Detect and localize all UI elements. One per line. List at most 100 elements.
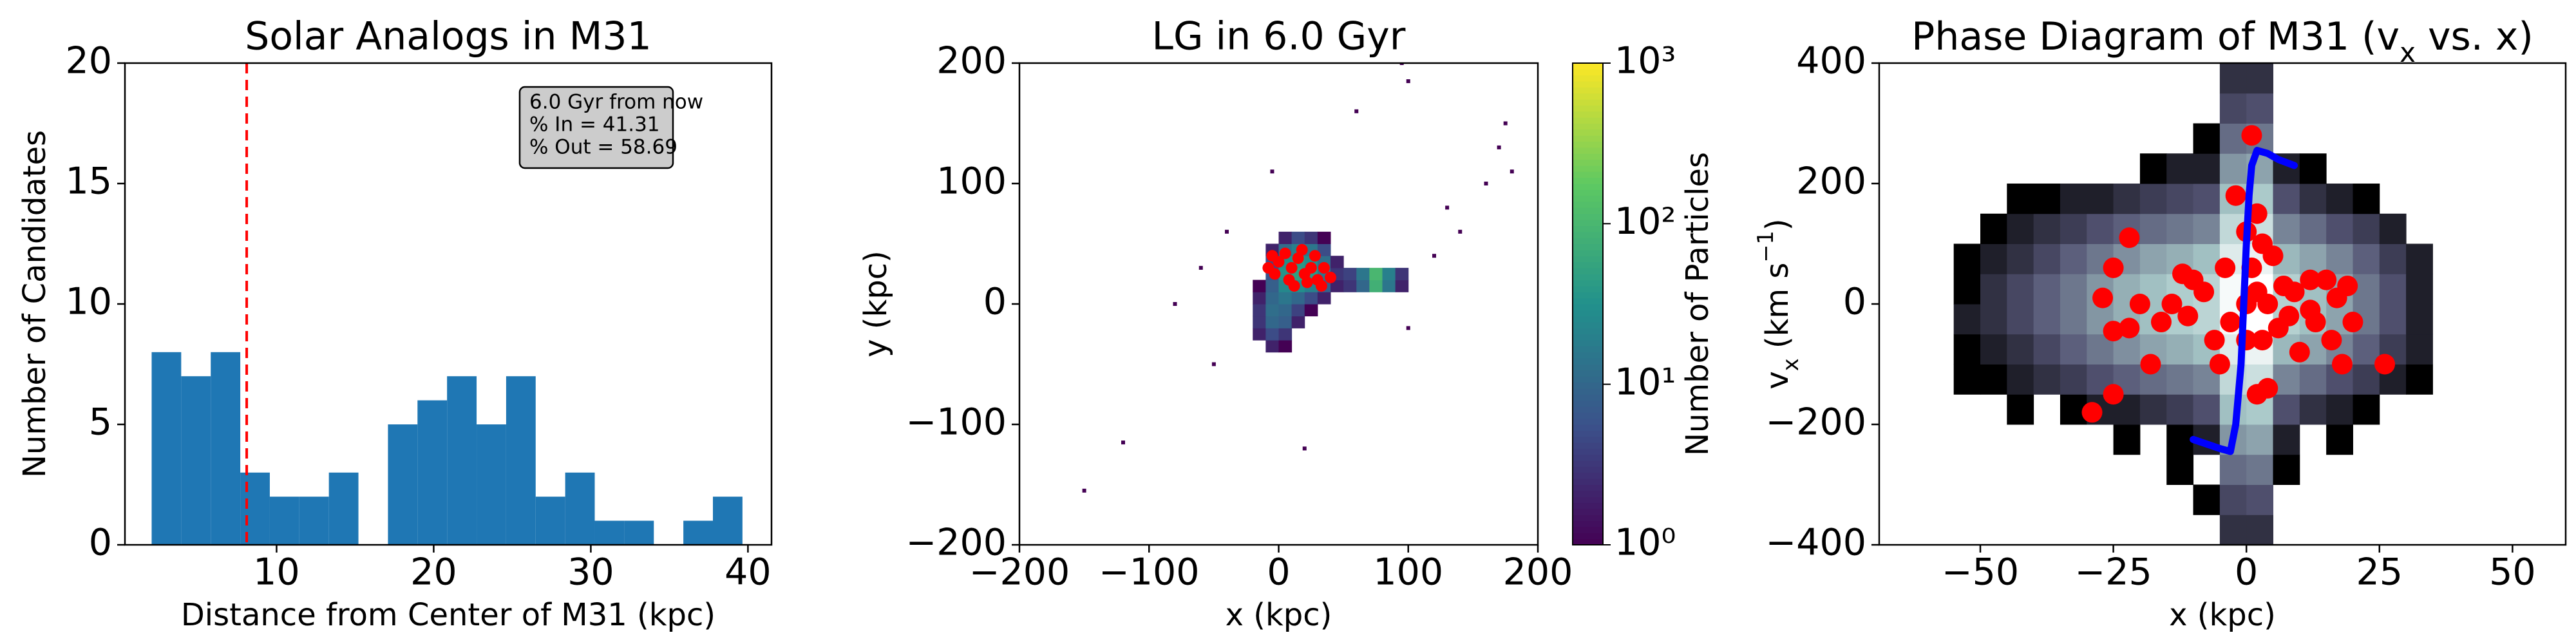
colorbar-segment [1573,322,1603,328]
scatter-point [2103,321,2124,342]
density-cell [2379,304,2407,335]
scatter-point [2300,269,2321,290]
y-tick-label: 0 [1843,281,1866,323]
bar [417,400,448,545]
colorbar-segment [1573,99,1603,106]
density-cell [2219,153,2247,184]
bar [712,497,743,545]
density-cell [1304,231,1318,244]
scatter-point [2177,305,2199,327]
density-cell [2060,304,2087,335]
colorbar-segment [1573,153,1603,160]
y-tick-label: 15 [65,160,112,203]
colorbar-frame [1572,62,1604,545]
density-cell [2246,93,2274,124]
chart-title-part: Phase Diagram of M31 (v [1911,14,2400,59]
density-cell [2060,364,2087,395]
scatter-point [2321,330,2342,351]
density-cell [1317,292,1331,305]
chart-title-part: vs. x) [2416,14,2533,59]
colorbar-segment [1573,304,1603,310]
sparse-particle [1406,326,1410,330]
colorbar-segment [1573,274,1603,281]
density-cell [2007,364,2034,395]
density-cell [1953,334,1981,365]
y-tick-label: −200 [1765,401,1866,444]
colorbar-segment [1573,202,1603,208]
density-cell [1253,316,1266,328]
density-cell [2299,364,2327,395]
annotation-text: % Out = 58.69 [529,136,677,159]
density-cell [1265,328,1279,341]
colorbar-segment [1573,225,1603,232]
bar [477,424,506,545]
x-tick-label: 0 [2235,551,2258,594]
colorbar-segment [1573,430,1603,437]
density-cell [1304,292,1318,305]
y-axis-label-part: (km s [1759,263,1795,359]
density-cell [1343,279,1357,292]
colorbar-segment [1573,352,1603,359]
colorbar-segment [1573,249,1603,256]
density-cell [2007,334,2034,365]
density-cell [2326,424,2353,455]
annotation-box [518,86,674,169]
y-tick-label: 200 [1796,160,1866,203]
scatter-point [1315,279,1327,292]
sparse-particle [1503,121,1508,126]
density-cell [1291,292,1305,305]
colorbar-segment [1573,520,1603,527]
bar [388,424,418,545]
colorbar-tick-label: 10³ [1615,40,1676,82]
y-tick-label: 20 [65,40,112,82]
bar [447,376,477,545]
density-cell [2193,153,2221,184]
scatter-point [2193,281,2215,303]
colorbar-segment [1573,478,1603,485]
density-cell [1265,279,1279,292]
scatter-point [2129,294,2150,314]
density-cell [2353,394,2380,425]
y-tick-label: 0 [983,281,1007,323]
colorbar-segment [1573,231,1603,238]
y-tick-label: −200 [905,522,1007,564]
scatter-point [2092,287,2114,308]
density-cell [2113,184,2141,214]
density-cell [1980,243,2007,274]
scatter-point [2342,312,2363,333]
bar [594,520,625,545]
colorbar-segment [1573,87,1603,94]
scatter-point [1305,261,1317,274]
density-cell [1395,267,1409,281]
x-tick-label: 25 [2356,551,2403,594]
density-cell [2033,213,2061,244]
density-cell [1253,304,1266,317]
y-tick-label: 0 [89,522,112,564]
colorbar-segment [1573,63,1603,70]
density-cell [2193,484,2221,515]
scatter-point [2284,281,2305,303]
y-axis-label-part: −1 [1753,231,1778,263]
colorbar-segment [1573,382,1603,389]
colorbar-segment [1573,213,1603,220]
density-cell [2139,243,2167,274]
y-axis-label: vx (km s−1) [1753,218,1803,389]
colorbar-segment [1573,279,1603,287]
density-cell [2033,304,2061,335]
colorbar-tick-label: 10¹ [1615,361,1676,403]
scatter-point [2257,377,2278,399]
annotation-text: % In = 41.31 [529,113,660,137]
scatter-point [1318,261,1330,274]
colorbar-segment [1573,165,1603,172]
colorbar-segment [1573,370,1603,377]
density-cell [2139,153,2167,184]
density-cell [2060,334,2087,365]
density-cell [2007,274,2034,305]
colorbar-tick-label: 10² [1615,200,1676,243]
density-cell [2007,304,2034,335]
density-cell [1953,274,1981,305]
density-cell [2007,243,2034,274]
density-cell [1278,231,1293,244]
colorbar-segment [1573,418,1603,425]
